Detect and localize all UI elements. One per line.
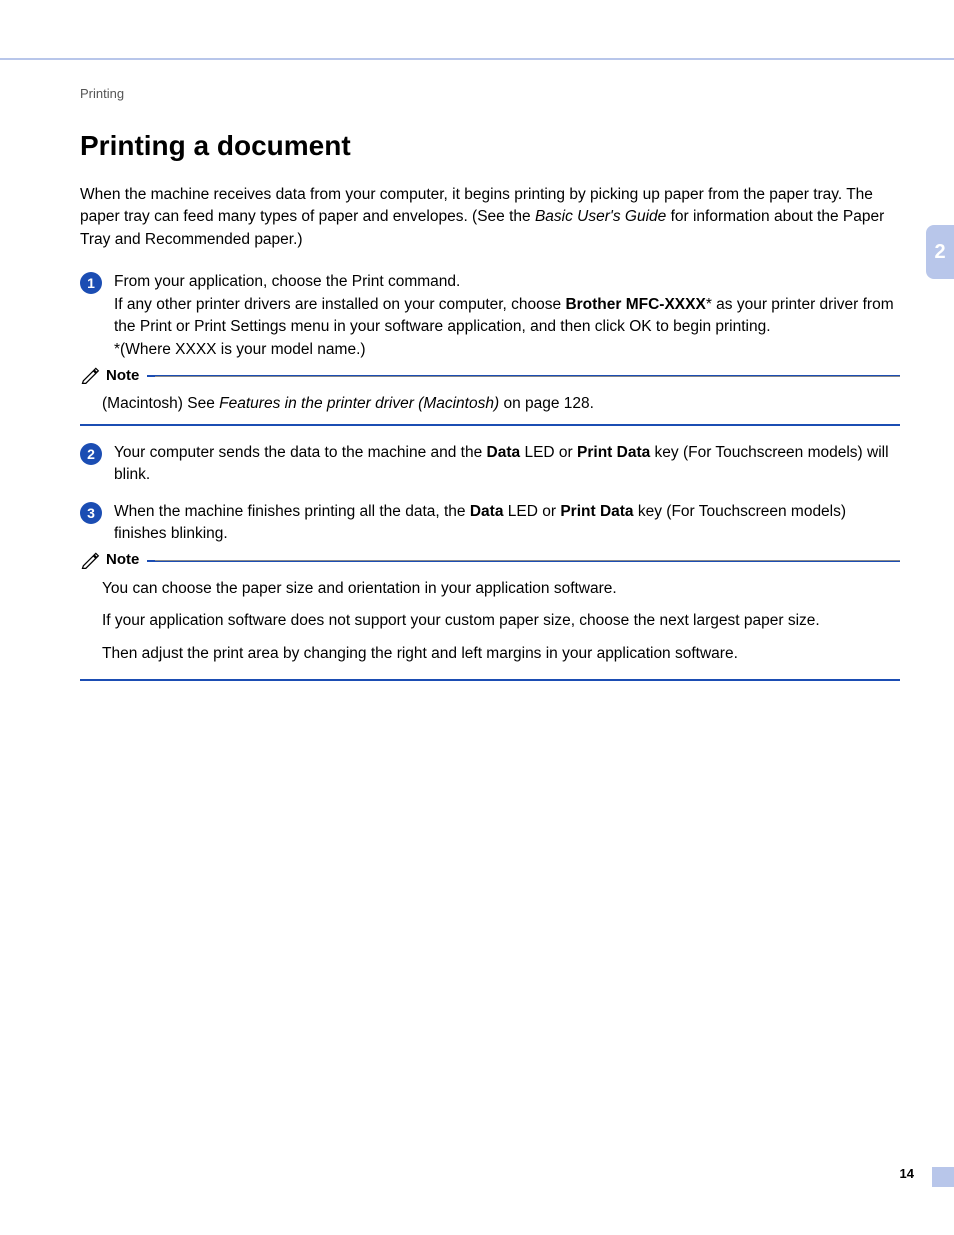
step-2-pre: Your computer sends the data to the mach… bbox=[114, 444, 487, 461]
step-3-body: When the machine finishes printing all t… bbox=[114, 501, 900, 546]
note-2-body: You can choose the paper size and orient… bbox=[80, 576, 900, 679]
chapter-number: 2 bbox=[934, 241, 945, 264]
note-1-body: (Macintosh) See Features in the printer … bbox=[80, 391, 900, 423]
note-1-italic: Features in the printer driver (Macintos… bbox=[219, 395, 499, 412]
intro-paragraph: When the machine receives data from your… bbox=[80, 184, 900, 251]
note-2-header: Note bbox=[80, 550, 900, 570]
page-title: Printing a document bbox=[80, 130, 900, 162]
step-2-mid: LED or bbox=[520, 444, 577, 461]
step-3-b2: Print Data bbox=[560, 503, 633, 520]
note-1-rule bbox=[155, 376, 900, 377]
step-2: 2 Your computer sends the data to the ma… bbox=[80, 442, 900, 487]
note-1-post: on page 128. bbox=[499, 395, 594, 412]
running-head: Printing bbox=[80, 86, 124, 101]
step-2-b1: Data bbox=[487, 444, 521, 461]
note-1-pre: (Macintosh) See bbox=[102, 395, 219, 412]
note-2-p1: You can choose the paper size and orient… bbox=[102, 578, 900, 600]
intro-italic: Basic User's Guide bbox=[535, 208, 666, 225]
step-3-b1: Data bbox=[470, 503, 504, 520]
step-number: 3 bbox=[87, 503, 95, 523]
step-badge-3: 3 bbox=[80, 502, 102, 524]
footer-tab bbox=[932, 1167, 954, 1187]
note-2-label: Note bbox=[106, 551, 139, 568]
top-rule bbox=[0, 58, 954, 60]
step-3: 3 When the machine finishes printing all… bbox=[80, 501, 900, 546]
step-1-bold: Brother MFC-XXXX bbox=[565, 296, 705, 313]
step-3-mid: LED or bbox=[503, 503, 560, 520]
step-2-b2: Print Data bbox=[577, 444, 650, 461]
note-block-2: Note You can choose the paper size and o… bbox=[80, 560, 900, 681]
step-badge-1: 1 bbox=[80, 272, 102, 294]
step-1-line2-pre: If any other printer drivers are install… bbox=[114, 296, 565, 313]
note-1-label: Note bbox=[106, 367, 139, 384]
note-2-p2: If your application software does not su… bbox=[102, 610, 900, 632]
note-icon bbox=[80, 365, 100, 385]
step-number: 2 bbox=[87, 444, 95, 464]
top-band bbox=[0, 0, 954, 58]
step-1: 1 From your application, choose the Prin… bbox=[80, 271, 900, 361]
page-content: Printing a document When the machine rec… bbox=[80, 130, 900, 697]
note-2-rule bbox=[155, 560, 900, 561]
page-number: 14 bbox=[900, 1166, 914, 1181]
step-number: 1 bbox=[87, 273, 95, 293]
note-icon bbox=[80, 550, 100, 570]
step-1-body: From your application, choose the Print … bbox=[114, 271, 900, 361]
note-2-p3: Then adjust the print area by changing t… bbox=[102, 643, 900, 665]
note-block-1: Note (Macintosh) See Features in the pri… bbox=[80, 375, 900, 425]
step-1-line3: *(Where XXXX is your model name.) bbox=[114, 341, 366, 358]
step-2-body: Your computer sends the data to the mach… bbox=[114, 442, 900, 487]
note-1-header: Note bbox=[80, 365, 900, 385]
step-1-line1: From your application, choose the Print … bbox=[114, 273, 460, 290]
chapter-tab: 2 bbox=[926, 225, 954, 279]
step-3-pre: When the machine finishes printing all t… bbox=[114, 503, 470, 520]
step-badge-2: 2 bbox=[80, 443, 102, 465]
